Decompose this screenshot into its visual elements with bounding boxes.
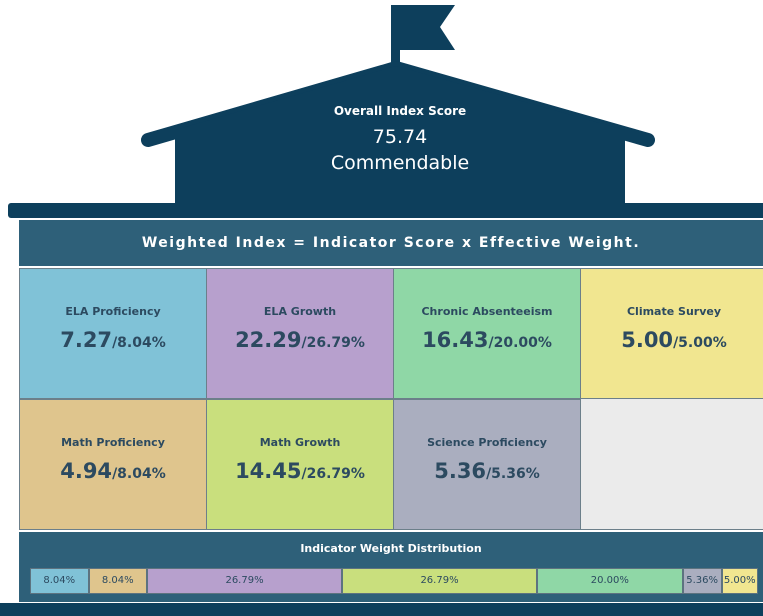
indicator-score: 14.45 xyxy=(235,459,302,483)
weight-segment: 26.79% xyxy=(147,568,343,594)
indicator-value: 5.00/5.00% xyxy=(581,328,763,352)
indicator-name: Climate Survey xyxy=(626,305,722,318)
indicator-weight: /20.00% xyxy=(488,335,552,351)
flag xyxy=(400,5,455,50)
indicator-weight: /5.00% xyxy=(673,335,727,351)
indicator-value: 22.29/26.79% xyxy=(207,328,393,352)
header-rating: Commendable xyxy=(330,152,470,174)
indicator-value: 4.94/8.04% xyxy=(20,459,206,483)
indicator-value: 7.27/8.04% xyxy=(20,328,206,352)
indicator-weight: /26.79% xyxy=(301,335,365,351)
weight-segment: 8.04% xyxy=(30,568,89,594)
weight-segment: 20.00% xyxy=(537,568,683,594)
indicator-weight: /26.79% xyxy=(301,466,365,482)
tile-grid: ELA Proficiency 7.27/8.04% ELA Growth 22.29… xyxy=(19,268,763,530)
indicator-name: Science Proficiency xyxy=(427,436,547,449)
distribution: Indicator Weight Distribution 8.04% 8.04%… xyxy=(19,532,763,602)
indicator-name: Math Proficiency xyxy=(61,436,165,449)
footer-band xyxy=(0,603,763,616)
indicator-score: 16.43 xyxy=(422,328,489,352)
indicator-tile: ELA Proficiency 7.27/8.04% xyxy=(19,268,207,399)
weight-segment: 26.79% xyxy=(342,568,537,594)
indicator-name: ELA Growth xyxy=(263,305,337,318)
house-body xyxy=(175,66,625,210)
indicator-tile: Science Proficiency 5.36/5.36% xyxy=(393,399,581,530)
indicator-name: Chronic Absenteeism xyxy=(421,305,553,318)
weight-segment: 5.36% xyxy=(682,568,722,594)
indicator-weight: /5.36% xyxy=(486,466,540,482)
indicator-score: 5.36 xyxy=(434,459,487,483)
indicator-tile: Climate Survey 5.00/5.00% xyxy=(580,268,763,399)
indicator-score: 7.27 xyxy=(60,328,113,352)
indicator-score: 4.94 xyxy=(60,459,113,483)
house-graphic xyxy=(8,5,763,218)
indicator-value: 14.45/26.79% xyxy=(207,459,393,483)
header-score: 75.74 xyxy=(372,126,428,148)
weight-segment: 8.04% xyxy=(88,568,148,594)
indicator-value: 16.43/20.00% xyxy=(394,328,580,352)
indicator-name: Math Growth xyxy=(259,436,341,449)
indicator-tile: Math Growth 14.45/26.79% xyxy=(206,399,394,530)
distribution-title: Indicator Weight Distribution xyxy=(300,542,482,555)
indicator-weight: /8.04% xyxy=(112,335,166,351)
header-title: Overall Index Score xyxy=(333,104,467,118)
indicator-tile: Math Proficiency 4.94/8.04% xyxy=(19,399,207,530)
indicator-tile: ELA Growth 22.29/26.79% xyxy=(206,268,394,399)
house-base xyxy=(8,203,763,218)
indicator-weight: /8.04% xyxy=(112,466,166,482)
indicator-score: 5.00 xyxy=(621,328,674,352)
indicator-score: 22.29 xyxy=(235,328,302,352)
weight-segment: 5.00% xyxy=(721,568,758,594)
flag-pole xyxy=(391,5,400,65)
indicator-name: ELA Proficiency xyxy=(65,305,161,318)
indicator-value: 5.36/5.36% xyxy=(394,459,580,483)
indicator-tile: Chronic Absenteeism 16.43/20.00% xyxy=(393,268,581,399)
banner: Weighted Index = Indicator Score x Effec… xyxy=(19,220,763,266)
